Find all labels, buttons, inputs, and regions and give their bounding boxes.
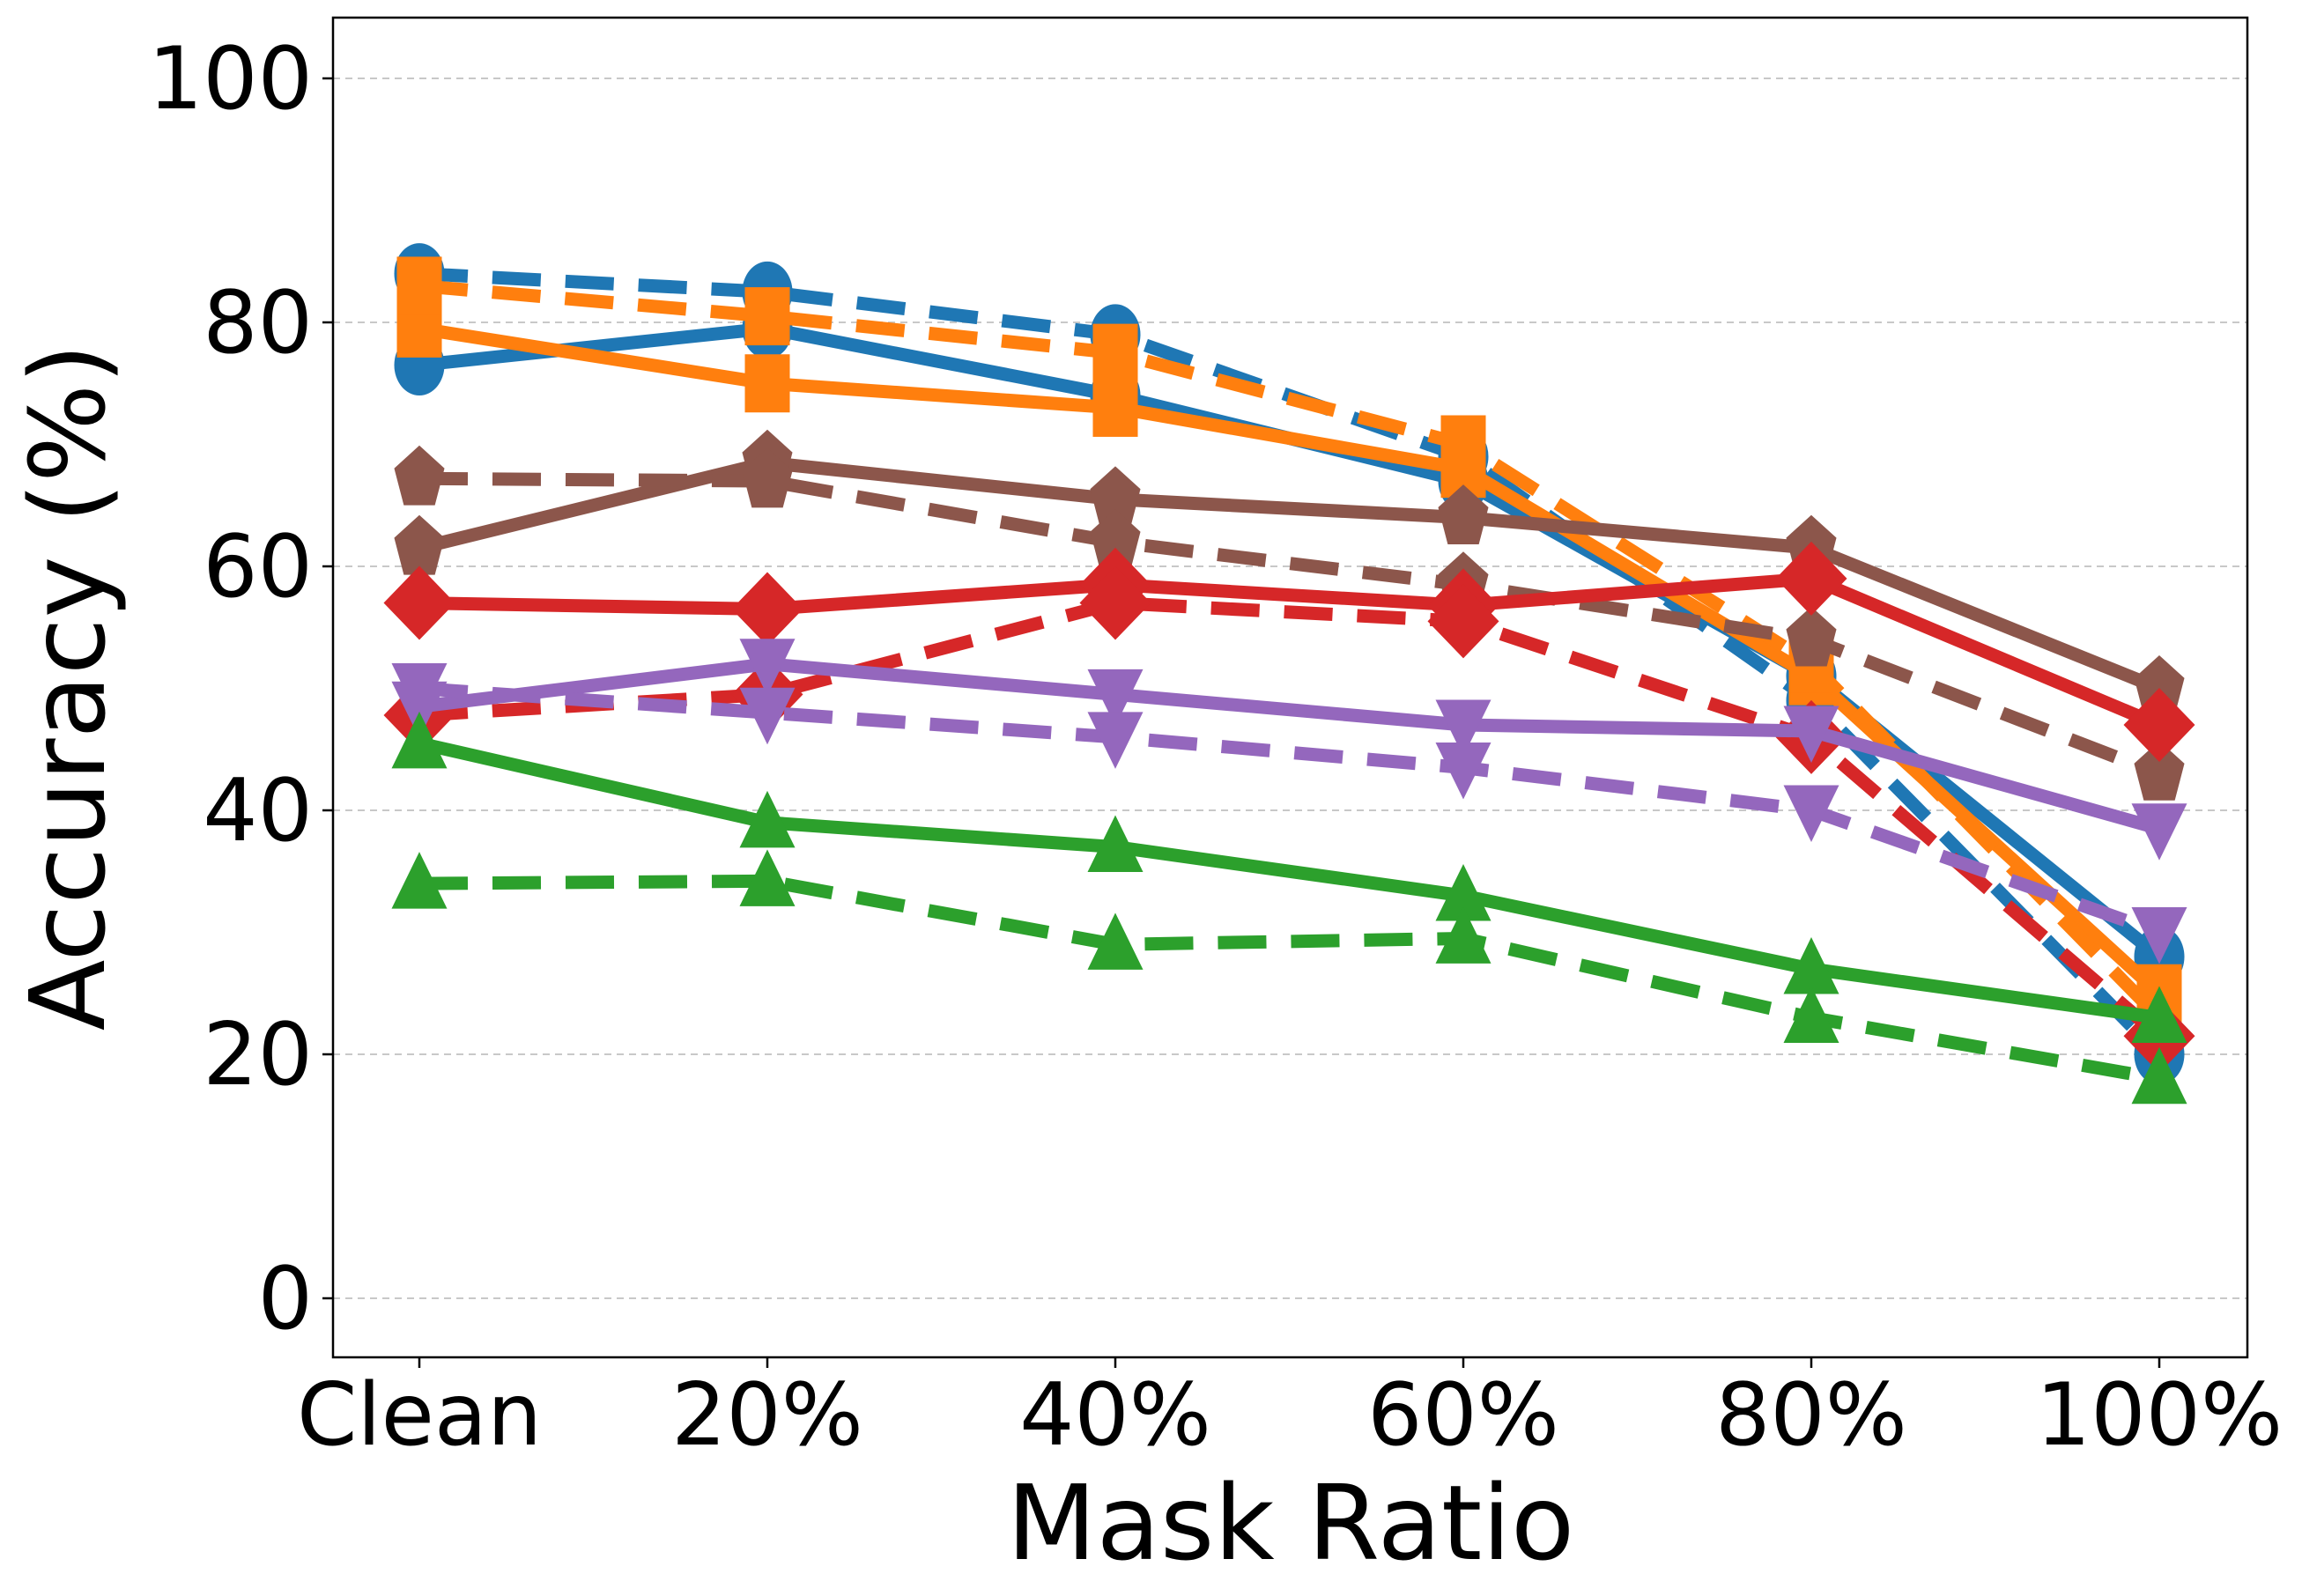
data-point-diamond — [2123, 688, 2195, 763]
series-8 — [391, 639, 2187, 861]
series-6 — [383, 541, 2195, 763]
data-point-triangle-up — [1087, 815, 1144, 873]
series-line — [418, 321, 2165, 999]
data-point-pentagon — [2134, 740, 2185, 801]
series-9 — [391, 663, 2187, 964]
series-line — [418, 657, 2162, 835]
data-point-triangle-down — [739, 639, 796, 696]
x-tick-label: 80% — [1715, 1365, 1907, 1466]
data-point-pentagon — [742, 447, 793, 508]
data-point-square — [396, 256, 442, 315]
data-point-triangle-up — [1783, 986, 1839, 1043]
data-point-square — [744, 287, 790, 346]
data-point-triangle-up — [739, 790, 796, 848]
data-point-triangle-down — [1435, 699, 1491, 757]
data-point-square — [1092, 323, 1138, 382]
series-line — [418, 572, 2162, 731]
data-point-pentagon — [1090, 508, 1141, 569]
y-tick-label: 0 — [258, 1249, 313, 1349]
series-line — [418, 455, 2162, 695]
data-point-triangle-down — [1087, 712, 1144, 769]
data-point-square — [1440, 415, 1486, 474]
data-point-triangle-down — [1087, 669, 1144, 727]
data-point-triangle-down — [1783, 785, 1839, 842]
series-11 — [391, 849, 2187, 1105]
data-point-triangle-up — [1435, 863, 1491, 921]
data-point-diamond — [1079, 565, 1151, 640]
data-point-triangle-down — [2131, 803, 2187, 861]
data-point-pentagon — [394, 445, 445, 506]
data-point-triangle-down — [1783, 706, 1839, 763]
series-line — [418, 736, 2161, 1024]
x-tick-label: Clean — [297, 1365, 542, 1466]
x-tick-label: 60% — [1367, 1365, 1559, 1466]
data-point-pentagon — [1090, 466, 1141, 527]
data-point-triangle-up — [1087, 913, 1144, 970]
data-point-square — [1092, 378, 1138, 437]
series-line — [418, 874, 2161, 1086]
y-tick-label: 80 — [203, 273, 313, 373]
data-point-triangle-down — [1435, 743, 1491, 800]
series-line — [418, 471, 2162, 780]
data-point-triangle-down — [391, 663, 448, 720]
series-line — [418, 267, 2165, 1060]
data-point-diamond — [1775, 541, 1847, 616]
series-2 — [396, 299, 2182, 1023]
series-line — [418, 321, 2164, 963]
data-point-pentagon — [1438, 484, 1489, 544]
plot-frame — [331, 16, 2249, 1359]
data-point-diamond — [1427, 584, 1499, 659]
x-ticks: Clean 20% 40% 60% 80% 100% — [297, 1357, 2283, 1466]
data-point-triangle-up — [739, 849, 796, 906]
data-point-pentagon — [1786, 606, 1837, 667]
y-tick-label: 60 — [203, 517, 313, 617]
y-tick-label: 40 — [203, 761, 313, 861]
series-3 — [396, 256, 2182, 1047]
data-point-pentagon — [2134, 655, 2185, 715]
data-point-diamond — [731, 572, 803, 647]
x-tick-label: 40% — [1019, 1365, 1211, 1466]
data-point-triangle-down — [739, 687, 796, 745]
data-point-triangle-up — [2131, 986, 2187, 1043]
data-point-pentagon — [394, 514, 445, 575]
data-point-triangle-up — [1435, 906, 1491, 964]
data-point-diamond — [383, 565, 455, 640]
data-point-triangle-up — [1783, 937, 1839, 994]
data-point-triangle-up — [2131, 1046, 2187, 1105]
x-tick-label: 20% — [671, 1365, 863, 1466]
y-axis-label: Accuracy (%) — [7, 344, 129, 1031]
series-10 — [391, 711, 2187, 1043]
y-ticks: 0 20 40 60 80 100 — [148, 29, 333, 1349]
data-point-square — [744, 354, 790, 413]
data-point-triangle-down — [2131, 907, 2187, 964]
x-axis-label: Mask Ratio — [1007, 1462, 1574, 1584]
series-line — [418, 596, 2164, 1041]
data-point-triangle-up — [391, 711, 448, 769]
series-line — [418, 278, 2165, 1023]
y-tick-label: 100 — [148, 29, 313, 129]
data-point-triangle-up — [391, 852, 448, 909]
y-tick-label: 20 — [203, 1005, 313, 1105]
x-tick-label: 100% — [2036, 1365, 2283, 1466]
series-group — [383, 243, 2195, 1105]
